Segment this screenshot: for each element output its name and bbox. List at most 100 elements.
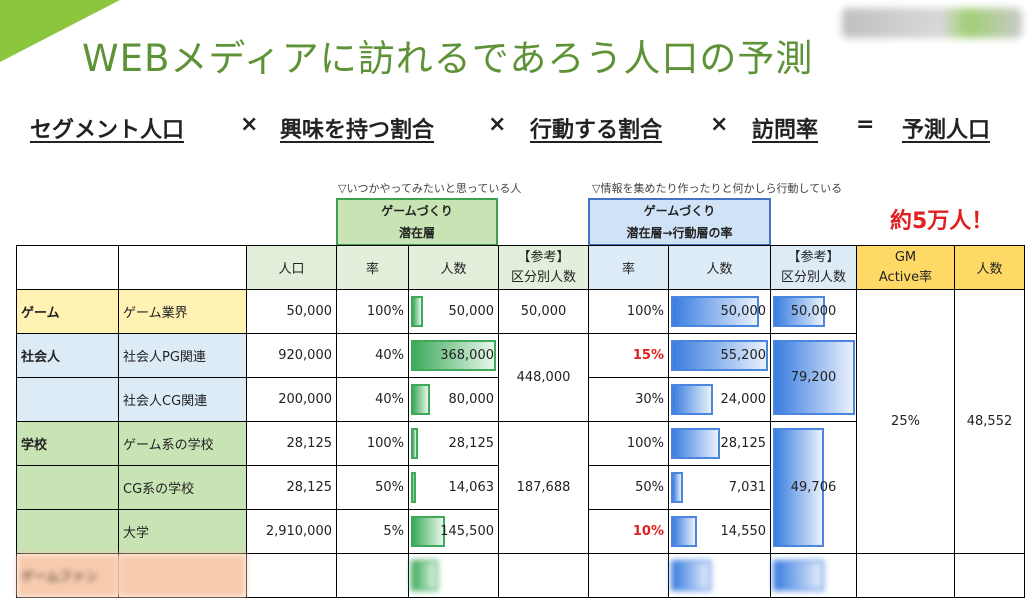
- count2-bar: [671, 516, 697, 547]
- segment-cell: [118, 553, 247, 598]
- count1-value: 368,000: [440, 348, 494, 363]
- header-blank: [118, 245, 247, 290]
- category-cell: [16, 377, 119, 422]
- gm-rate-cell: 25%: [856, 289, 955, 554]
- table-row: 社会人CG関連 200,000 40% 80,000 30% 24,000: [16, 377, 1025, 422]
- table-row-partial: ゲームファン: [16, 553, 1025, 598]
- table-row: ゲーム ゲーム業界 50,000 100% 50,000 50,000 100%…: [16, 289, 1025, 554]
- formula-op: ×: [488, 112, 507, 137]
- rate1-cell: [336, 553, 409, 598]
- population-cell: 50,000: [246, 289, 337, 334]
- col-rate1: 率: [336, 245, 409, 290]
- population-cell: 920,000: [246, 333, 337, 378]
- count2-bar: [671, 384, 714, 415]
- count2-value: 14,550: [720, 524, 767, 539]
- rate1-cell: 40%: [336, 377, 409, 422]
- headline-estimate: 約5万人！: [890, 209, 994, 234]
- count2-bar: [671, 428, 721, 459]
- population-cell: 28,125: [246, 465, 337, 510]
- ref2-bar: [773, 560, 824, 591]
- table-row: 社会人 社会人PG関連 920,000 40% 368,000 448,000 …: [16, 333, 1025, 422]
- formula-op: ×: [710, 112, 729, 137]
- col-count1: 人数: [408, 245, 499, 290]
- latent-header-line1: ゲームづくり: [381, 204, 453, 218]
- rate1-cell: 50%: [336, 465, 409, 510]
- header-blank: [16, 245, 119, 290]
- ref2-value: 50,000: [790, 304, 837, 319]
- count1-bar: [411, 472, 417, 503]
- segment-cell: 社会人CG関連: [118, 377, 247, 422]
- corner-accent: [0, 0, 120, 62]
- count2-cell: 28,125: [668, 421, 771, 466]
- final-count-cell: 48,552: [954, 289, 1025, 554]
- segment-cell: ゲーム業界: [118, 289, 247, 334]
- ref2-cell: 50,000: [770, 289, 857, 334]
- population-cell: 2,910,000: [246, 509, 337, 554]
- count1-value: 145,500: [440, 524, 494, 539]
- slide-title: WEBメディアに訪れるであろう人口の予測: [82, 37, 814, 80]
- count2-value: 28,125: [720, 436, 767, 451]
- col-gm: GM Active率: [856, 245, 955, 290]
- formula-term-visit: 訪問率: [752, 118, 819, 143]
- formula-term-interest: 興味を持つ割合: [280, 118, 435, 143]
- ref2-cell: 49,706: [770, 421, 857, 554]
- count2-cell: 55,200: [668, 333, 771, 378]
- count2-cell: [668, 553, 771, 598]
- active-header-line1: ゲームづくり: [643, 204, 716, 218]
- rate1-cell: 40%: [336, 333, 409, 378]
- count1-cell: [408, 553, 499, 598]
- ref1-cell: 187,688: [498, 421, 589, 554]
- category-cell: 社会人: [16, 333, 119, 378]
- category-cell: ゲーム: [16, 289, 119, 334]
- count1-value: 80,000: [448, 392, 495, 407]
- header-row: 人口 率 人数 【参考】 区分別人数 率 人数 【参考】 区分別人数 GM Ac…: [16, 245, 1025, 290]
- active-group-header: ゲームづくり 潜在層→行動層の率: [588, 198, 771, 246]
- col-final: 人数: [954, 245, 1025, 290]
- count2-cell: 24,000: [668, 377, 771, 422]
- formula-op: =: [856, 112, 875, 137]
- category-cell: [16, 509, 119, 554]
- rate2-cell: [588, 553, 669, 598]
- category-cell: 学校: [16, 421, 119, 466]
- segment-cell: 大学: [118, 509, 247, 554]
- count1-bar: [411, 560, 438, 591]
- col-count2: 人数: [668, 245, 771, 290]
- rate1-cell: 100%: [336, 421, 409, 466]
- segment-cell: ゲーム系の学校: [118, 421, 247, 466]
- count1-value: 50,000: [448, 304, 495, 319]
- note-active: ▽情報を集めたり作ったりと何かしら行動している: [592, 182, 843, 195]
- rate1-cell: 5%: [336, 509, 409, 554]
- rate1-cell: 100%: [336, 289, 409, 334]
- count2-bar: [671, 472, 684, 503]
- col-gm-line2: Active率: [878, 269, 933, 285]
- count2-value: 55,200: [720, 348, 767, 363]
- formula-term-segment: セグメント人口: [30, 118, 185, 143]
- formula-term-result: 予測人口: [902, 118, 991, 143]
- count2-value: 7,031: [728, 480, 766, 495]
- category-cell: [16, 465, 119, 510]
- latent-header-line2: 潜在層: [398, 226, 435, 240]
- final-count-cell: [954, 553, 1025, 598]
- formula-row: セグメント人口 × 興味を持つ割合 × 行動する割合 × 訪問率 = 予測人口: [30, 112, 1010, 146]
- count1-bar: [411, 296, 423, 327]
- count1-cell: 50,000: [408, 289, 499, 334]
- col-ref1: 【参考】 区分別人数: [498, 245, 589, 290]
- col-gm-line1: GM: [894, 249, 917, 265]
- segment-cell: CG系の学校: [118, 465, 247, 510]
- ref2-bar: [773, 428, 825, 547]
- count1-value: 28,125: [448, 436, 495, 451]
- gm-rate-cell: [856, 553, 955, 598]
- ref2-value: 49,706: [790, 480, 837, 495]
- ref2-value: 79,200: [790, 370, 837, 385]
- col-ref2-line1: 【参考】: [787, 249, 840, 265]
- table-row: CG系の学校 28,125 50% 14,063 50% 7,031: [16, 465, 1025, 510]
- formula-term-action: 行動する割合: [530, 118, 663, 143]
- category-cell: ゲームファン: [16, 553, 119, 598]
- col-rate2: 率: [588, 245, 669, 290]
- ref1-cell: 448,000: [498, 333, 589, 422]
- rate2-cell: 100%: [588, 289, 669, 334]
- rate2-cell: 50%: [588, 465, 669, 510]
- company-logo: [842, 8, 1022, 38]
- active-header-line2: 潜在層→行動層の率: [626, 226, 733, 240]
- count1-value: 14,063: [448, 480, 495, 495]
